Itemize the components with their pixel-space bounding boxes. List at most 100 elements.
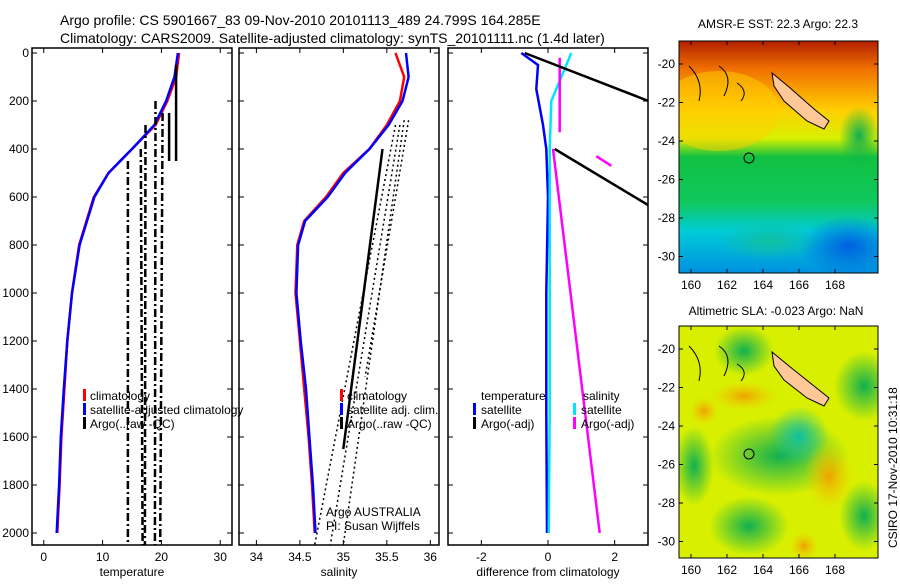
plot-frame bbox=[31, 47, 233, 546]
x-tick-label: 0 bbox=[545, 550, 552, 564]
y-tick-label: 1200 bbox=[2, 334, 29, 348]
legend-swatch bbox=[573, 417, 576, 429]
x-tick-label: -2 bbox=[476, 550, 487, 564]
map-y-tick-label: -30 bbox=[658, 250, 676, 264]
legend-label: satellite bbox=[481, 403, 522, 417]
legend-swatch bbox=[573, 403, 576, 415]
sla-map-title: Altimetric SLA: -0.023 Argo: NaN bbox=[689, 304, 864, 318]
legend-title: salinity bbox=[583, 389, 620, 403]
series-line-argo-raw-qc- bbox=[364, 120, 410, 378]
map-x-tick-label: 160 bbox=[681, 563, 701, 577]
legend-swatch bbox=[83, 389, 86, 401]
map-y-tick-label: -20 bbox=[658, 342, 676, 356]
map-y-tick-label: -26 bbox=[658, 173, 676, 187]
legend-swatch bbox=[83, 403, 86, 415]
y-tick-label: 1600 bbox=[2, 430, 29, 444]
map-y-tick-label: -24 bbox=[658, 134, 676, 148]
series-line-satellite-adjusted-climatology bbox=[55, 52, 180, 534]
legend-title: temperature bbox=[481, 389, 546, 403]
map-x-tick-label: 168 bbox=[825, 563, 845, 577]
sst-map: AMSR-E SST: 22.3 Argo: 22.3 160 162 164 166… bbox=[658, 17, 879, 292]
map-x-tick-label: 168 bbox=[825, 278, 845, 292]
x-axis-label: temperature bbox=[100, 565, 165, 579]
map-x-tick-label: 164 bbox=[753, 278, 773, 292]
y-tick-label: 200 bbox=[9, 94, 29, 108]
series-line-salinity-argo-adj- bbox=[595, 155, 612, 167]
sla-map-image bbox=[679, 326, 878, 558]
legend-label: satellite adj. clim. bbox=[347, 403, 438, 417]
map-y-tick-label: -28 bbox=[658, 211, 676, 225]
map-y-tick-label: -30 bbox=[658, 535, 676, 549]
map-x-tick-label: 162 bbox=[717, 563, 737, 577]
map-x-tick-label: 164 bbox=[753, 563, 773, 577]
plot-frame bbox=[238, 47, 440, 546]
argo-location-marker bbox=[743, 152, 755, 164]
legend-label: satellite bbox=[581, 403, 622, 417]
series-line-temperature-satellite bbox=[520, 51, 550, 534]
legend-swatch bbox=[473, 403, 476, 415]
header-line1: Argo profile: CS 5901667_83 09-Nov-2010 … bbox=[60, 12, 541, 28]
series-group bbox=[294, 52, 410, 545]
legend-label: Argo(..raw -QC) bbox=[347, 417, 432, 431]
map-y-tick-label: -24 bbox=[658, 419, 676, 433]
legend-swatch bbox=[340, 417, 343, 429]
x-tick-label: 35 bbox=[337, 550, 351, 564]
legend-label: Argo(-adj) bbox=[481, 417, 534, 431]
profile-panel-1: 0 10 20 30 temperature 0 200 400 600 800 1000 1200 1… bbox=[2, 46, 243, 579]
series-line-temperature-argo-adj- bbox=[524, 51, 648, 103]
y-tick-label: 800 bbox=[9, 238, 29, 252]
series-line-argo-raw-qc- bbox=[329, 124, 401, 545]
legend-swatch bbox=[340, 403, 343, 415]
map-x-tick-label: 160 bbox=[681, 278, 701, 292]
series-line-argo-raw-qc- bbox=[342, 120, 405, 545]
legend-label: climatology bbox=[90, 389, 150, 403]
legend-swatch bbox=[83, 417, 86, 429]
new-caledonia-island bbox=[771, 350, 830, 407]
legend-label: climatology bbox=[347, 389, 407, 403]
series-line-satellite-adj-clim- bbox=[295, 52, 410, 534]
x-tick-label: 34.5 bbox=[288, 550, 312, 564]
series-line-salinity-satellite bbox=[547, 52, 573, 534]
sla-map: Altimetric SLA: -0.023 Argo: NaN 160 162 1… bbox=[658, 304, 879, 577]
x-tick-label: 20 bbox=[155, 550, 169, 564]
map-y-tick-label: -22 bbox=[658, 96, 676, 110]
series-group bbox=[520, 51, 648, 534]
series-line-argo-raw-qc- bbox=[139, 148, 144, 545]
credit-text: CSIRO 17-Nov-2010 10:31:18 bbox=[886, 387, 900, 548]
argo-annotation: Argo AUSTRALIA bbox=[326, 505, 421, 519]
y-tick-label: 1000 bbox=[2, 286, 29, 300]
y-tick-label: 0 bbox=[22, 46, 29, 60]
map-x-tick-label: 162 bbox=[717, 278, 737, 292]
x-tick-label: 0 bbox=[40, 550, 47, 564]
series-line-temperature-argo-adj- bbox=[554, 147, 648, 207]
series-line-argo-raw-qc- bbox=[153, 100, 157, 545]
map-y-tick-label: -28 bbox=[658, 496, 676, 510]
y-tick-label: 600 bbox=[9, 190, 29, 204]
legend-swatch bbox=[473, 417, 476, 429]
map-x-tick-label: 166 bbox=[789, 563, 809, 577]
series-line-argo-raw-qc- bbox=[313, 124, 397, 545]
new-caledonia-island bbox=[771, 71, 830, 130]
y-tick-label: 400 bbox=[9, 142, 29, 156]
legend-label: Argo(-adj) bbox=[581, 417, 634, 431]
x-axis-label: salinity bbox=[321, 565, 358, 579]
sst-map-title: AMSR-E SST: 22.3 Argo: 22.3 bbox=[698, 17, 858, 31]
y-tick-label: 1400 bbox=[2, 382, 29, 396]
header-line2: Climatology: CARS2009. Satellite-adjuste… bbox=[60, 30, 605, 46]
x-tick-label: 2 bbox=[611, 550, 618, 564]
series-group bbox=[55, 52, 181, 545]
legend-label: satellite-adjusted climatology bbox=[90, 403, 243, 417]
profile-panel-2: 34 34.5 35 35.5 36 salinity climatologysatelli… bbox=[238, 47, 440, 579]
map-y-tick-label: -22 bbox=[658, 381, 676, 395]
legend-label: Argo(..raw -QC) bbox=[90, 417, 175, 431]
y-tick-label: 2000 bbox=[2, 526, 29, 540]
x-tick-label: 10 bbox=[96, 550, 110, 564]
sst-map-image bbox=[679, 41, 878, 273]
argo-location-marker bbox=[743, 448, 755, 460]
series-line-argo-raw-qc- bbox=[342, 148, 384, 450]
x-tick-label: 34 bbox=[250, 550, 264, 564]
series-line-argo-raw-qc- bbox=[143, 124, 147, 545]
x-tick-label: 36 bbox=[424, 550, 438, 564]
